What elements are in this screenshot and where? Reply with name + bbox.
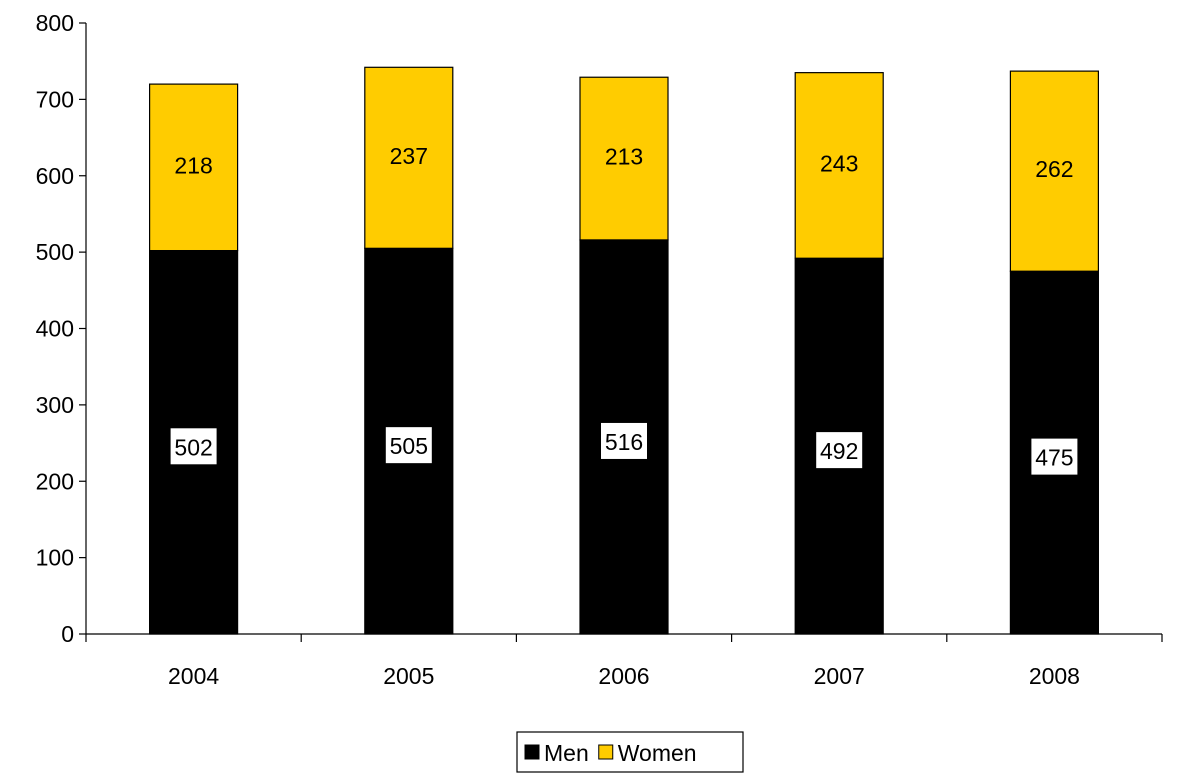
y-tick-label: 300 bbox=[36, 392, 74, 418]
data-label-men: 505 bbox=[390, 433, 428, 459]
x-tick-label: 2006 bbox=[598, 663, 649, 689]
data-label-box bbox=[601, 422, 647, 459]
data-label-women: 262 bbox=[1035, 156, 1073, 182]
x-tick-label: 2004 bbox=[168, 663, 219, 689]
x-tick-label: 2008 bbox=[1029, 663, 1080, 689]
y-tick-label: 800 bbox=[36, 10, 74, 36]
y-tick-label: 500 bbox=[36, 239, 74, 265]
bar-women-2008 bbox=[1009, 70, 1100, 272]
bar-women-2004 bbox=[149, 83, 239, 252]
data-label-women: 237 bbox=[390, 143, 428, 169]
data-label-women: 243 bbox=[820, 150, 858, 176]
y-axis: 0 100 200 300 400 500 600 700 800 bbox=[36, 10, 87, 647]
data-label-box bbox=[385, 427, 432, 464]
y-tick-label: 400 bbox=[36, 316, 74, 342]
y-tick-label: 600 bbox=[36, 163, 74, 189]
legend-label-women: Women bbox=[618, 740, 697, 766]
data-label-men: 475 bbox=[1035, 445, 1073, 471]
x-axis: 2004 2005 2006 2007 2008 bbox=[85, 633, 1163, 689]
data-label-men: 502 bbox=[174, 434, 212, 460]
data-label-men: 516 bbox=[605, 429, 643, 455]
x-tick-label: 2007 bbox=[814, 663, 865, 689]
y-tick-label: 0 bbox=[61, 621, 74, 647]
legend: Men Women bbox=[516, 731, 744, 773]
data-labels-group: 502 218 505 237 516 213 492 243 475 262 bbox=[170, 143, 1078, 475]
bar-women-2006 bbox=[579, 76, 669, 241]
legend-box bbox=[516, 731, 744, 773]
data-label-box bbox=[170, 428, 217, 465]
y-tick-label: 200 bbox=[36, 468, 74, 494]
data-label-box bbox=[816, 432, 863, 469]
bars-group bbox=[149, 66, 1100, 635]
legend-swatch-men bbox=[524, 744, 540, 760]
data-label-women: 218 bbox=[174, 152, 212, 178]
legend-swatch-women bbox=[598, 744, 614, 760]
y-tick-label: 100 bbox=[36, 545, 74, 571]
legend-label-men: Men bbox=[544, 740, 589, 766]
data-label-women: 213 bbox=[605, 144, 643, 170]
bar-women-2007 bbox=[794, 72, 884, 259]
y-tick-label: 700 bbox=[36, 86, 74, 112]
data-label-men: 492 bbox=[820, 438, 858, 464]
data-label-box bbox=[1031, 438, 1078, 475]
x-tick-label: 2005 bbox=[383, 663, 434, 689]
bar-women-2005 bbox=[364, 66, 454, 249]
